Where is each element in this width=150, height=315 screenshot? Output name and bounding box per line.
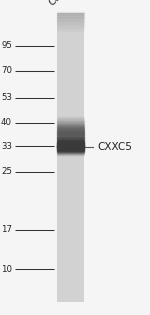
Text: 25: 25 bbox=[1, 167, 12, 176]
Text: 95: 95 bbox=[1, 41, 12, 50]
FancyBboxPatch shape bbox=[57, 13, 84, 302]
Text: CXXC5: CXXC5 bbox=[98, 142, 132, 152]
Text: 33: 33 bbox=[1, 142, 12, 151]
Text: Cerebellum: Cerebellum bbox=[47, 0, 94, 8]
Text: 17: 17 bbox=[1, 226, 12, 234]
Text: 40: 40 bbox=[1, 118, 12, 127]
Text: 53: 53 bbox=[1, 93, 12, 102]
Text: 70: 70 bbox=[1, 66, 12, 75]
Text: 10: 10 bbox=[1, 265, 12, 274]
